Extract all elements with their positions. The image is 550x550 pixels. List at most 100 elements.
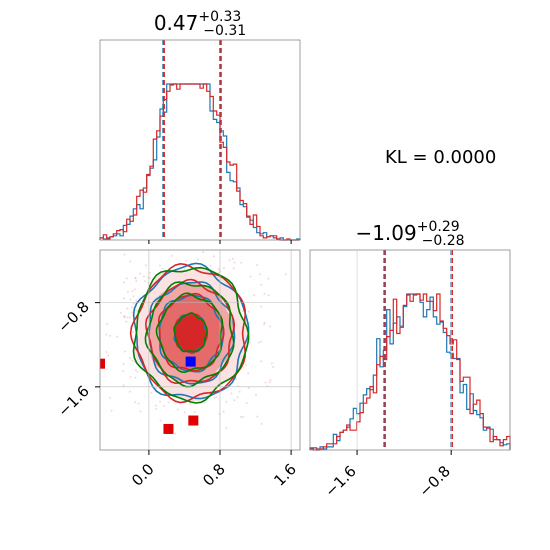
scatter-point: [259, 340, 262, 343]
scatter-point: [134, 376, 137, 379]
scatter-point: [134, 277, 137, 280]
scatter-point: [231, 257, 234, 260]
scatter-point: [253, 294, 256, 297]
scatter-point: [131, 359, 134, 362]
scatter-point: [155, 387, 158, 390]
contour-line-1-2: [144, 278, 236, 385]
scatter-point: [142, 275, 145, 278]
scatter-point: [133, 401, 136, 404]
scatter-point: [228, 259, 231, 262]
scatter-point: [176, 408, 179, 411]
scatter-point: [225, 427, 228, 430]
scatter-point: [159, 400, 162, 403]
scatter-point: [108, 396, 111, 399]
scatter-point: [270, 362, 273, 365]
scatter-point: [184, 259, 187, 262]
scatter-point: [126, 290, 129, 293]
scatter-point: [259, 273, 262, 276]
scatter-point: [135, 279, 138, 282]
scatter-point: [256, 415, 259, 418]
scatter-point: [149, 276, 152, 279]
scatter-point: [122, 369, 125, 372]
scatter-point: [85, 299, 87, 301]
scatter-point: [148, 271, 151, 274]
scatter-point: [139, 272, 142, 275]
kl-divergence-label: KL = 0.0000: [385, 147, 497, 168]
scatter-point: [163, 404, 166, 407]
scatter-point: [159, 419, 162, 422]
scatter-point: [158, 264, 161, 267]
scatter-point: [122, 363, 125, 366]
scatter-point: [129, 357, 132, 360]
scatter-point: [272, 365, 275, 368]
scatter-point: [242, 415, 245, 418]
scatter-point: [268, 381, 271, 384]
scatter-point: [257, 341, 260, 344]
scatter-point: [119, 311, 122, 314]
x-tick-label: 0.8: [199, 460, 229, 490]
scatter-point: [134, 369, 137, 372]
scatter-point: [236, 396, 239, 399]
scatter-point: [240, 415, 243, 418]
scatter-point: [222, 410, 225, 413]
scatter-point: [167, 401, 170, 404]
scatter-point: [116, 335, 119, 338]
y-tick-label: −0.8: [54, 298, 92, 336]
scatter-point: [150, 391, 153, 394]
scatter-point: [232, 267, 235, 270]
marker-square-3: [100, 358, 105, 369]
scatter-point: [128, 316, 131, 319]
scatter-point: [247, 310, 250, 313]
scatter-point: [155, 404, 158, 407]
scatter-point: [263, 323, 266, 326]
y-tick-label: −1.6: [54, 382, 92, 420]
scatter-point: [123, 297, 126, 300]
scatter-point: [92, 354, 94, 356]
histogram-panel-y: −1.09+0.29 −0.28 −1.6 −0.8: [309, 219, 511, 501]
density-fill-3: [174, 313, 207, 352]
scatter-point: [233, 399, 236, 402]
scatter-point: [174, 432, 177, 435]
scatter-point: [249, 275, 252, 278]
scatter-point: [247, 372, 250, 375]
scatter-point: [133, 288, 136, 291]
scatter-point: [126, 316, 129, 319]
scatter-point: [123, 350, 126, 353]
joint-content: [85, 246, 300, 450]
scatter-point: [144, 264, 147, 267]
scatter-point: [260, 360, 263, 363]
scatter-point: [245, 402, 248, 405]
scatter-point: [213, 255, 216, 258]
histogram-panel-x: 0.47+0.33 −0.31: [99, 9, 301, 241]
scatter-point: [130, 311, 133, 314]
scatter-point: [132, 331, 135, 334]
scatter-point: [150, 246, 152, 248]
scatter-point: [161, 267, 164, 270]
scatter-point: [284, 273, 287, 276]
scatter-point: [260, 283, 263, 286]
scatter-point: [126, 307, 129, 310]
scatter-point: [155, 407, 158, 410]
scatter-point: [193, 410, 196, 413]
scatter-point: [269, 325, 272, 328]
x-tick-label: 0.0: [128, 460, 158, 490]
scatter-point: [196, 258, 199, 261]
scatter-point: [233, 261, 236, 264]
scatter-point: [269, 379, 272, 382]
scatter-point: [106, 323, 109, 326]
scatter-point: [132, 295, 135, 298]
scatter-point: [202, 251, 205, 254]
scatter-point: [230, 392, 233, 395]
scatter-point: [203, 401, 206, 404]
scatter-point: [248, 322, 251, 325]
scatter-point: [125, 277, 128, 280]
scatter-point: [136, 309, 139, 312]
scatter-point: [235, 377, 238, 380]
marker-square-2: [188, 415, 199, 426]
scatter-point: [122, 281, 125, 284]
contour-line-2-0: [173, 312, 208, 353]
scatter-point: [132, 302, 135, 305]
scatter-point: [129, 260, 132, 263]
panel-background: [310, 250, 510, 450]
